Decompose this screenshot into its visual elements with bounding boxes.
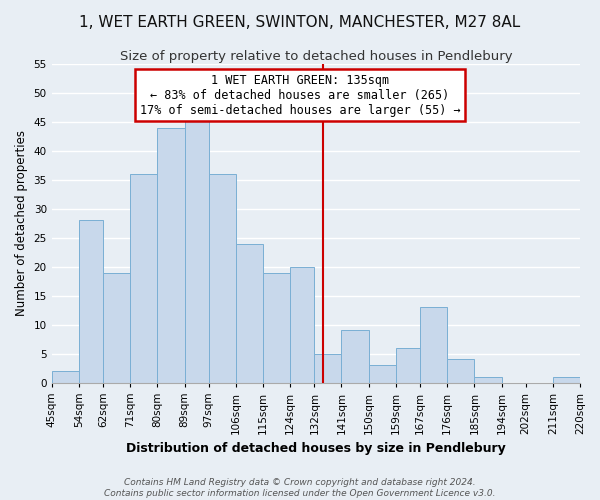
- Bar: [314, 354, 341, 382]
- Text: 1 WET EARTH GREEN: 135sqm
← 83% of detached houses are smaller (265)
17% of semi: 1 WET EARTH GREEN: 135sqm ← 83% of detac…: [140, 74, 460, 116]
- Bar: [236, 244, 263, 382]
- Bar: [103, 272, 130, 382]
- Bar: [130, 174, 157, 382]
- Bar: [157, 128, 185, 382]
- Bar: [52, 371, 79, 382]
- Text: Contains HM Land Registry data © Crown copyright and database right 2024.
Contai: Contains HM Land Registry data © Crown c…: [104, 478, 496, 498]
- Bar: [209, 174, 236, 382]
- X-axis label: Distribution of detached houses by size in Pendlebury: Distribution of detached houses by size …: [126, 442, 506, 455]
- Bar: [396, 348, 420, 382]
- Y-axis label: Number of detached properties: Number of detached properties: [15, 130, 28, 316]
- Bar: [290, 267, 314, 382]
- Bar: [341, 330, 368, 382]
- Bar: [79, 220, 103, 382]
- Bar: [447, 360, 475, 382]
- Bar: [553, 376, 580, 382]
- Title: Size of property relative to detached houses in Pendlebury: Size of property relative to detached ho…: [119, 50, 512, 63]
- Bar: [185, 116, 209, 382]
- Bar: [263, 272, 290, 382]
- Bar: [368, 365, 396, 382]
- Text: 1, WET EARTH GREEN, SWINTON, MANCHESTER, M27 8AL: 1, WET EARTH GREEN, SWINTON, MANCHESTER,…: [79, 15, 521, 30]
- Bar: [475, 376, 502, 382]
- Bar: [420, 308, 447, 382]
